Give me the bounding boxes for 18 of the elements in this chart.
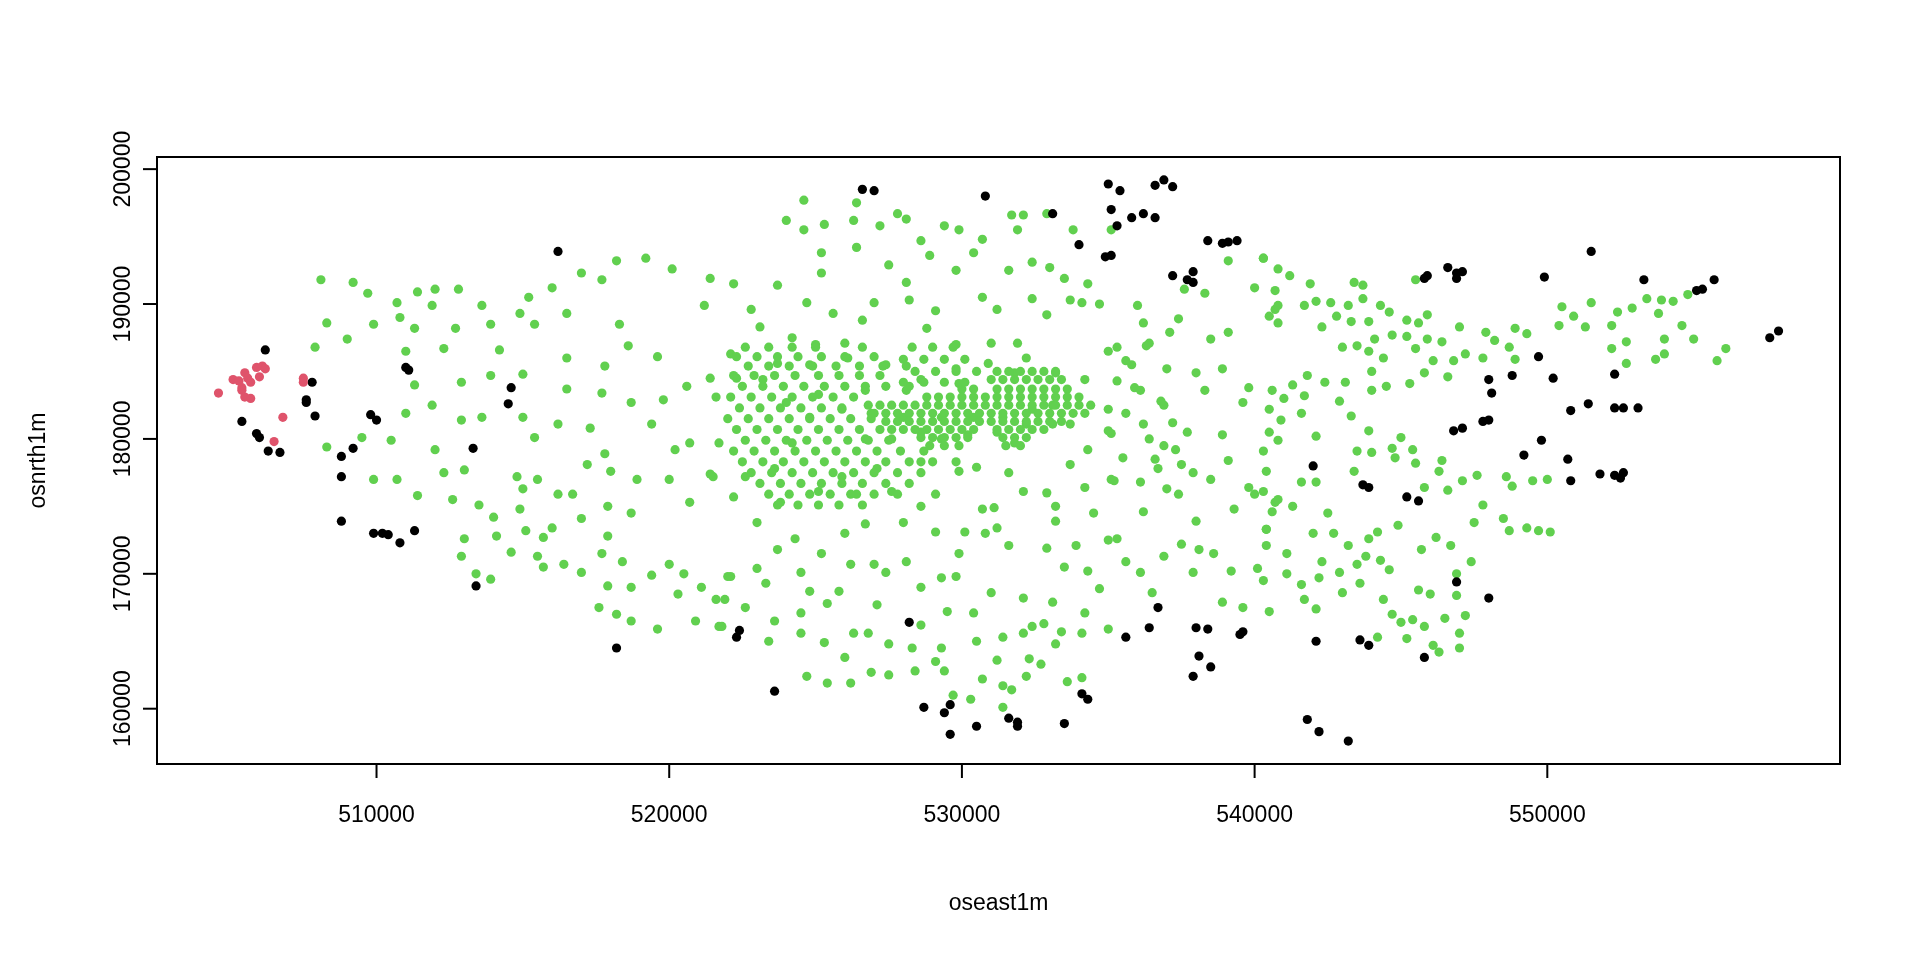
x-tick-label: 510000 xyxy=(338,801,415,827)
y-tick-label: 200000 xyxy=(109,130,135,208)
x-tick-label: 550000 xyxy=(1508,801,1586,827)
point xyxy=(278,412,288,422)
point xyxy=(269,437,279,447)
y-tick-label: 180000 xyxy=(109,400,135,478)
point xyxy=(246,377,256,387)
y-tick-label: 170000 xyxy=(109,535,135,613)
x-tick-label: 530000 xyxy=(923,801,1001,827)
x-axis-title: oseast1m xyxy=(948,889,1049,915)
x-tick-label: 540000 xyxy=(1216,801,1293,827)
point xyxy=(246,393,256,404)
point xyxy=(213,388,224,398)
y-tick-label: 190000 xyxy=(109,265,135,343)
y-axis-title: osnrth1m xyxy=(24,412,50,509)
point xyxy=(254,372,265,382)
x-tick-label: 520000 xyxy=(630,801,708,827)
y-tick-label: 160000 xyxy=(109,670,135,748)
